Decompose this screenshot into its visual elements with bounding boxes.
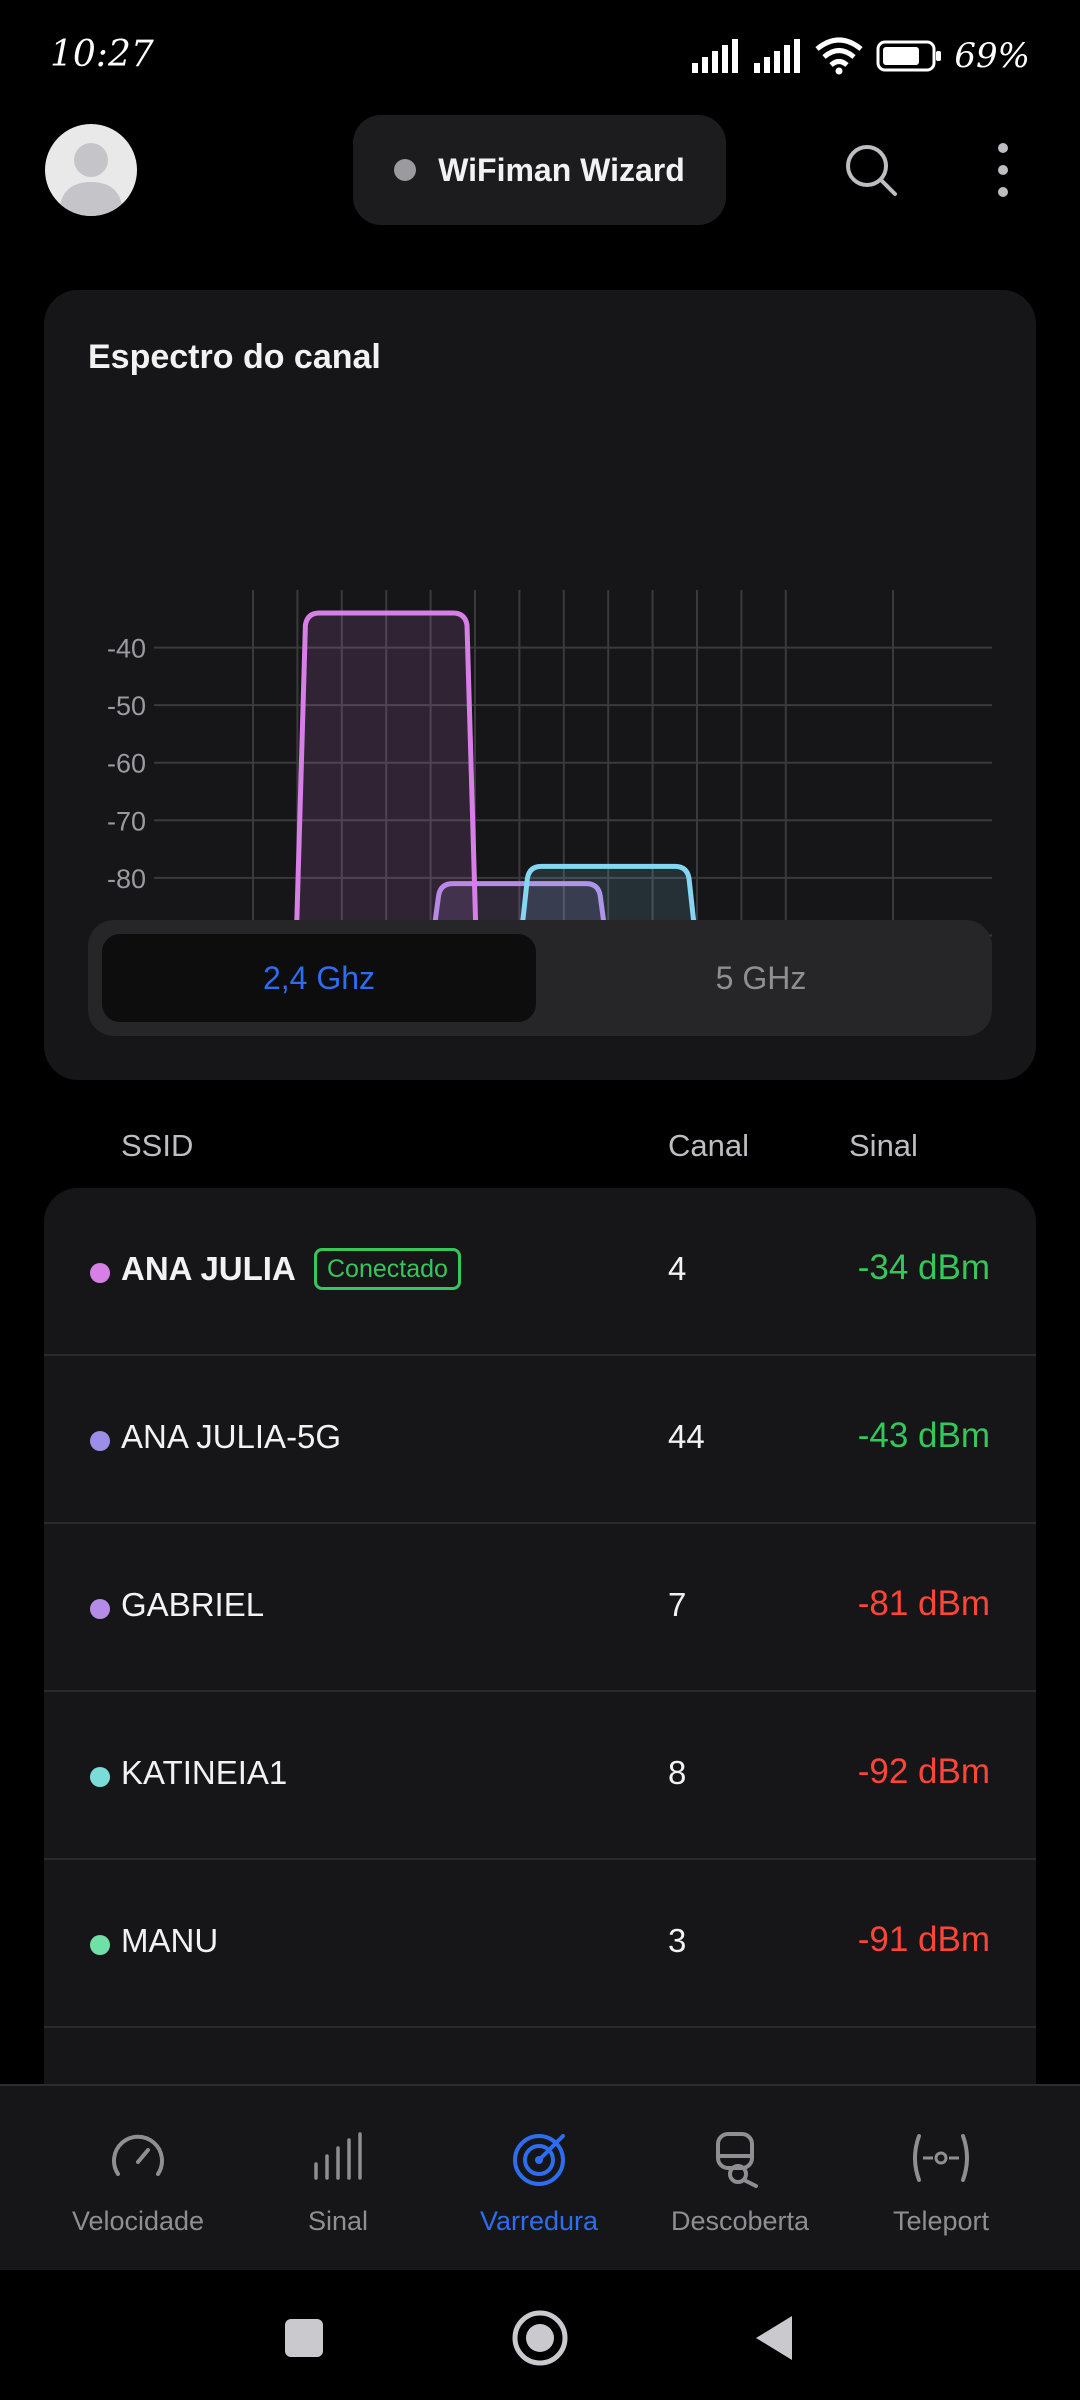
network-signal: -81 dBm <box>857 1584 990 1623</box>
more-options-button[interactable] <box>968 135 1038 205</box>
network-signal: -34 dBm <box>857 1248 990 1287</box>
recents-button[interactable] <box>266 2300 342 2376</box>
back-icon <box>756 2316 792 2360</box>
header-ssid: SSID <box>121 1128 194 1163</box>
network-ssid: ANA JULIA <box>121 1250 296 1287</box>
network-list-header: SSID Canal Sinal <box>0 1118 1080 1178</box>
band-5ghz-tab[interactable]: 5 GHz <box>715 959 807 996</box>
network-channel: 44 <box>668 1418 705 1455</box>
network-row[interactable]: MANU 3 -91 dBm <box>44 1860 1036 2028</box>
y-tick-label: -50 <box>107 691 146 721</box>
home-button[interactable] <box>502 2300 578 2376</box>
network-color-dot <box>90 1599 110 1619</box>
avatar[interactable] <box>45 124 137 216</box>
teleport-icon <box>913 2134 969 2182</box>
network-ssid: MANU <box>121 1922 219 1959</box>
cell-signal-icon-2 <box>754 39 801 73</box>
network-channel: 4 <box>668 1250 687 1287</box>
network-ssid: ANA JULIA-5G <box>121 1418 342 1455</box>
wizard-label: WiFiman Wizard <box>438 151 685 188</box>
channel-spectrum-card: Espectro do canal 1234567891011121314-40… <box>44 290 1036 1080</box>
recents-icon <box>285 2319 323 2357</box>
network-channel: 7 <box>668 1586 687 1623</box>
network-color-dot <box>90 1767 110 1787</box>
network-color-dot <box>90 1431 110 1451</box>
radar-icon <box>513 2134 565 2186</box>
spectrum-line <box>292 610 480 971</box>
nav-label: Varredura <box>479 2206 599 2236</box>
cell-signal-icon <box>692 39 739 73</box>
band-24ghz-tab[interactable]: 2,4 Ghz <box>102 934 536 1022</box>
band-toggle: 2,4 Ghz 5 GHz <box>88 920 992 1036</box>
network-list: ANA JULIA Conectado 4 -34 dBm ANA JULIA-… <box>44 1188 1036 2088</box>
signal-bars-icon <box>314 2132 362 2180</box>
network-ssid: KATINEIA1 <box>121 1754 288 1791</box>
network-row[interactable]: ANA JULIA Conectado 4 -34 dBm <box>44 1188 1036 1356</box>
header-signal: Sinal <box>849 1128 918 1163</box>
nav-label: Descoberta <box>670 2206 810 2236</box>
header-channel: Canal <box>668 1128 749 1163</box>
network-signal: -91 dBm <box>857 1920 990 1959</box>
network-channel: 3 <box>668 1922 687 1959</box>
network-signal: -43 dBm <box>857 1416 990 1455</box>
back-button[interactable] <box>736 2300 812 2376</box>
network-signal: -92 dBm <box>857 1752 990 1791</box>
more-vert-icon <box>998 143 1008 197</box>
search-icon <box>846 145 897 196</box>
spectrum-chart: 1234567891011121314-40-50-60-70-80-90 <box>107 590 992 1012</box>
status-dot <box>394 159 417 181</box>
speedometer-icon <box>112 2134 164 2176</box>
nav-label: Teleport <box>892 2206 990 2236</box>
user-avatar-icon <box>59 143 123 216</box>
network-row[interactable]: ANA JULIA-5G 44 -43 dBm <box>44 1356 1036 1524</box>
battery-percent: 69% <box>954 36 1030 76</box>
spectrum-title: Espectro do canal <box>88 338 381 376</box>
spectrum-line <box>514 863 702 971</box>
connected-badge: Conectado <box>314 1248 461 1290</box>
y-tick-label: -40 <box>107 634 146 664</box>
network-ssid: GABRIEL <box>121 1586 265 1623</box>
battery-icon <box>876 40 942 72</box>
network-row[interactable]: KATINEIA1 8 -92 dBm <box>44 1692 1036 1860</box>
nav-label: Sinal <box>307 2206 369 2236</box>
y-tick-label: -70 <box>107 806 146 836</box>
nav-label: Velocidade <box>71 2206 205 2236</box>
nav-sinal[interactable]: Sinal <box>238 2126 438 2256</box>
search-button[interactable] <box>836 135 906 205</box>
network-color-dot <box>90 1263 110 1283</box>
status-bar: 10:27 69% <box>0 0 1080 100</box>
y-tick-label: -60 <box>107 749 146 779</box>
nav-varredura[interactable]: Varredura <box>439 2126 639 2256</box>
bottom-navigation: Velocidade Sinal Varredura Descoberta <box>0 2084 1080 2270</box>
network-channel: 8 <box>668 1754 687 1791</box>
y-tick-label: -80 <box>107 864 146 894</box>
spectrum-area <box>295 613 477 970</box>
home-icon <box>512 2310 568 2366</box>
network-color-dot <box>90 1935 110 1955</box>
nav-velocidade[interactable]: Velocidade <box>38 2126 238 2256</box>
status-time: 10:27 <box>50 34 154 75</box>
system-navigation <box>0 2270 1080 2400</box>
discovery-icon <box>716 2132 758 2188</box>
network-row[interactable]: GABRIEL 7 -81 dBm <box>44 1524 1036 1692</box>
nav-descoberta[interactable]: Descoberta <box>640 2126 840 2256</box>
wifi-icon <box>815 37 864 75</box>
wifiman-wizard-button[interactable]: WiFiman Wizard <box>353 115 726 225</box>
spectrum-line <box>426 881 613 971</box>
nav-teleport[interactable]: Teleport <box>841 2126 1041 2256</box>
